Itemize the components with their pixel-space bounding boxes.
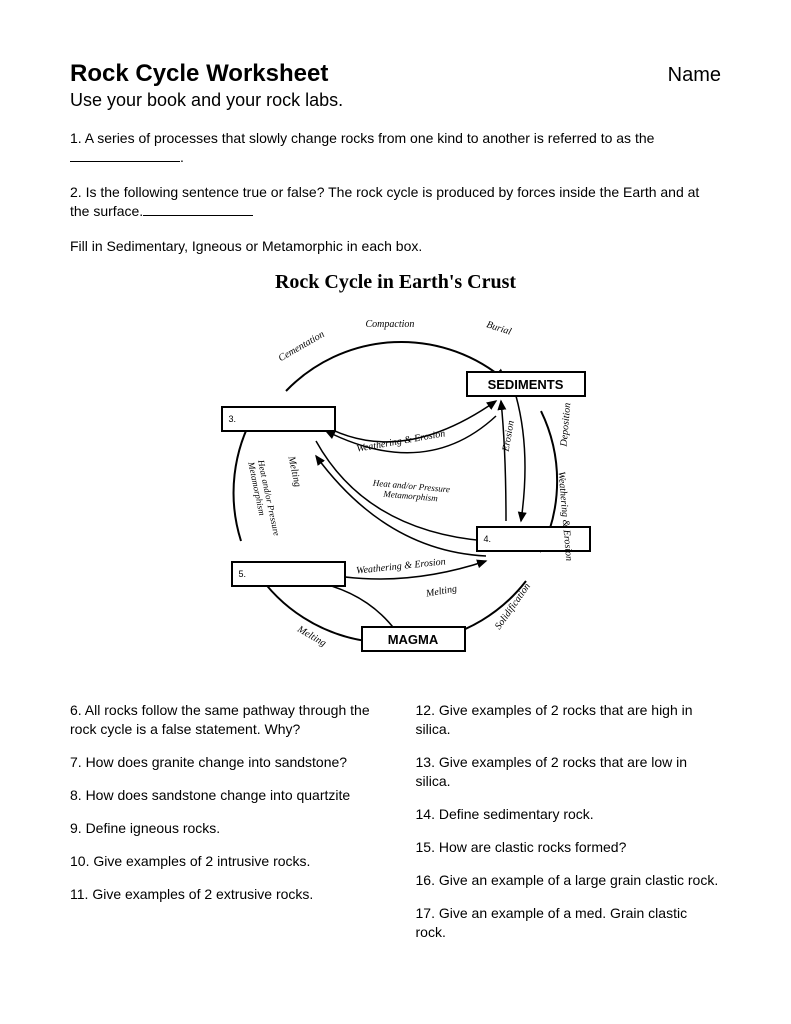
subtitle: Use your book and your rock labs. [70,90,721,111]
question-3: Fill in Sedimentary, Igneous or Metamorp… [70,237,721,256]
name-label: Name [668,64,721,87]
diagram-container: Rock Cycle in Earth's Crust SED [70,271,721,671]
answer-box-5[interactable]: 5. [231,561,346,587]
node-magma: MAGMA [361,626,466,652]
label-melting-1: Melting [285,456,302,489]
label-melting-3: Melting [295,624,327,649]
label-burial: Burial [484,320,512,338]
question-9: 9. Define igneous rocks. [70,819,376,838]
question-11: 11. Give examples of 2 extrusive rocks. [70,885,376,904]
question-2: 2. Is the following sentence true or fal… [70,183,721,221]
question-12: 12. Give examples of 2 rocks that are hi… [416,701,722,739]
question-1-text: 1. A series of processes that slowly cha… [70,130,654,146]
label-melting-2: Melting [425,584,458,600]
label-cementation: Cementation [276,329,326,364]
label-solidification: Solidification [492,582,532,632]
question-15: 15. How are clastic rocks formed? [416,838,722,857]
diagram-title: Rock Cycle in Earth's Crust [166,271,626,294]
question-14: 14. Define sedimentary rock. [416,805,722,824]
label-deposition: Deposition [558,403,573,448]
label-heat-pressure-1: Heat and/or Pressure Metamorphism [355,477,466,507]
question-13: 13. Give examples of 2 rocks that are lo… [416,753,722,791]
question-6: 6. All rocks follow the same pathway thr… [70,701,376,739]
question-1-end: . [180,149,184,165]
label-erosion: Erosion [500,420,516,453]
question-17: 17. Give an example of a med. Grain clas… [416,904,722,942]
rock-cycle-diagram: Rock Cycle in Earth's Crust SED [166,271,626,671]
blank-line-2[interactable] [143,202,253,216]
label-heat-pressure-2: Heat and/or Pressure Metamorphism [246,459,286,561]
label-weathering-2: Weathering & Erosion [355,557,445,577]
blank-line-1[interactable] [70,148,180,162]
label-weathering-1: Weathering & Erosion [355,429,445,455]
label-compaction: Compaction [366,319,415,330]
question-8: 8. How does sandstone change into quartz… [70,786,376,805]
right-column: 12. Give examples of 2 rocks that are hi… [416,701,722,955]
question-10: 10. Give examples of 2 intrusive rocks. [70,852,376,871]
page-title: Rock Cycle Worksheet [70,60,328,88]
question-columns: 6. All rocks follow the same pathway thr… [70,701,721,955]
answer-box-3[interactable]: 3. [221,406,336,432]
question-16: 16. Give an example of a large grain cla… [416,871,722,890]
question-1: 1. A series of processes that slowly cha… [70,129,721,167]
left-column: 6. All rocks follow the same pathway thr… [70,701,376,955]
question-7: 7. How does granite change into sandston… [70,753,376,772]
node-sediments: SEDIMENTS [466,371,586,397]
